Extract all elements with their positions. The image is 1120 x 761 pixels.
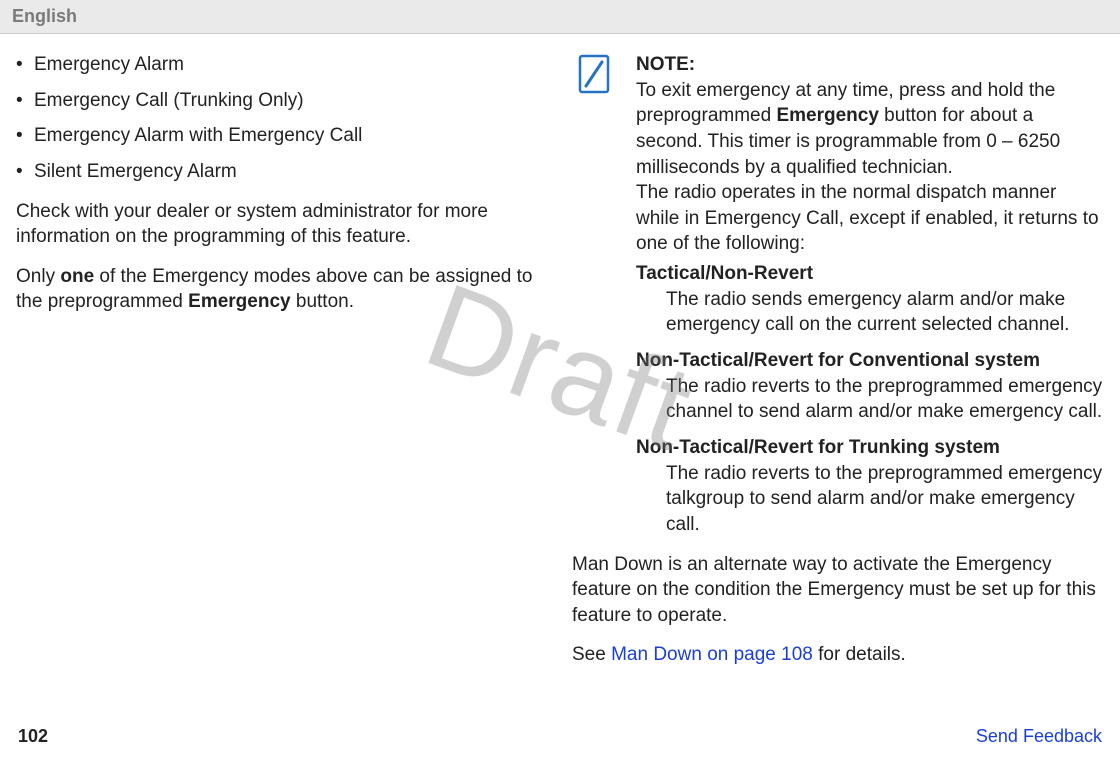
text-fragment: Only [16, 266, 60, 287]
list-item-text: Emergency Alarm with Emergency Call [34, 123, 362, 149]
text-fragment: for details. [813, 644, 906, 665]
bullet-dot: • [16, 123, 34, 149]
man-down-link[interactable]: Man Down on page 108 [611, 644, 813, 665]
list-item: •Emergency Call (Trunking Only) [16, 88, 548, 114]
left-column: •Emergency Alarm •Emergency Call (Trunki… [16, 52, 548, 682]
note-icon [572, 52, 620, 104]
page-body: •Emergency Alarm •Emergency Call (Trunki… [0, 34, 1120, 682]
list-item-text: Silent Emergency Alarm [34, 159, 237, 185]
def-desc: The radio reverts to the preprogrammed e… [666, 374, 1104, 425]
right-column: NOTE: To exit emergency at any time, pre… [572, 52, 1104, 682]
list-item-text: Emergency Call (Trunking Only) [34, 88, 304, 114]
list-item-text: Emergency Alarm [34, 52, 184, 78]
def-term: Non-Tactical/Revert for Trunking system [636, 435, 1104, 461]
bullet-dot: • [16, 159, 34, 185]
header-bar: English [0, 0, 1120, 34]
list-item: •Emergency Alarm with Emergency Call [16, 123, 548, 149]
def-term: Non-Tactical/Revert for Conventional sys… [636, 348, 1104, 374]
bullet-dot: • [16, 52, 34, 78]
mandown-paragraph: Man Down is an alternate way to activate… [572, 552, 1104, 629]
note-label: NOTE: [636, 52, 1104, 78]
definition-list: Tactical/Non-Revert The radio sends emer… [636, 261, 1104, 537]
note-block: NOTE: To exit emergency at any time, pre… [572, 52, 1104, 538]
page-number: 102 [18, 726, 48, 747]
def-term: Tactical/Non-Revert [636, 261, 1104, 287]
one-mode-paragraph: Only one of the Emergency modes above ca… [16, 264, 548, 315]
note-paragraph-1: To exit emergency at any time, press and… [636, 78, 1104, 181]
send-feedback-link[interactable]: Send Feedback [976, 726, 1102, 747]
note-body: NOTE: To exit emergency at any time, pre… [636, 52, 1104, 538]
dealer-info-paragraph: Check with your dealer or system adminis… [16, 199, 548, 250]
bold-emergency: Emergency [776, 105, 878, 126]
emergency-modes-list: •Emergency Alarm •Emergency Call (Trunki… [16, 52, 548, 185]
def-desc: The radio sends emergency alarm and/or m… [666, 287, 1104, 338]
list-item: •Silent Emergency Alarm [16, 159, 548, 185]
see-paragraph: See Man Down on page 108 for details. [572, 642, 1104, 668]
def-desc: The radio reverts to the preprogrammed e… [666, 461, 1104, 538]
footer: 102 Send Feedback [0, 726, 1120, 747]
bold-one: one [60, 266, 94, 287]
list-item: •Emergency Alarm [16, 52, 548, 78]
text-fragment: See [572, 644, 611, 665]
header-language-label: English [12, 6, 77, 26]
note-paragraph-2: The radio operates in the normal dispatc… [636, 180, 1104, 257]
text-fragment: button. [291, 291, 354, 312]
bullet-dot: • [16, 88, 34, 114]
bold-emergency: Emergency [188, 291, 290, 312]
